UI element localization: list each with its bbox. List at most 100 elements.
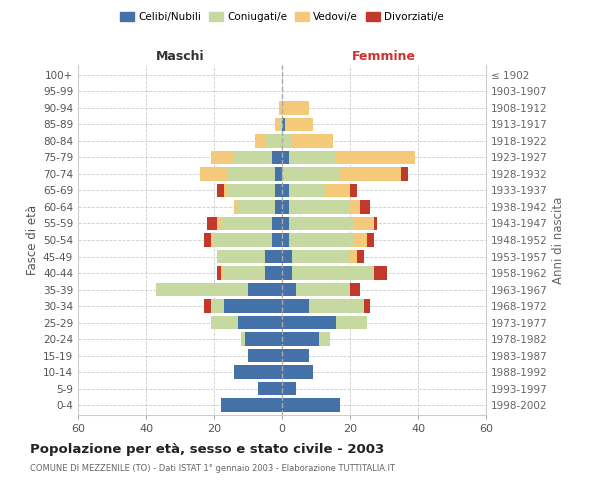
Bar <box>282 233 289 247</box>
Bar <box>282 150 337 164</box>
Bar <box>217 184 282 197</box>
Text: Popolazione per età, sesso e stato civile - 2003: Popolazione per età, sesso e stato civil… <box>30 442 384 456</box>
Bar <box>282 300 309 313</box>
Bar <box>282 200 350 214</box>
Bar <box>221 266 282 280</box>
Bar <box>282 184 357 197</box>
Bar <box>282 316 367 330</box>
Bar <box>282 283 350 296</box>
Bar <box>282 349 309 362</box>
Bar <box>214 233 282 247</box>
Bar <box>282 233 374 247</box>
Bar <box>235 200 282 214</box>
Bar <box>255 134 282 147</box>
Bar <box>282 366 313 379</box>
Bar <box>282 266 292 280</box>
Bar <box>282 283 360 296</box>
Bar <box>265 266 282 280</box>
Bar <box>204 233 282 247</box>
Bar <box>221 398 282 412</box>
Bar <box>282 134 292 147</box>
Bar <box>156 283 282 296</box>
Bar <box>282 250 292 264</box>
Bar <box>217 216 282 230</box>
Bar <box>282 134 333 147</box>
Text: COMUNE DI MEZZENILE (TO) - Dati ISTAT 1° gennaio 2003 - Elaborazione TUTTITALIA.: COMUNE DI MEZZENILE (TO) - Dati ISTAT 1°… <box>30 464 395 473</box>
Bar <box>282 118 313 131</box>
Bar <box>275 200 282 214</box>
Bar <box>224 300 282 313</box>
Bar <box>282 216 289 230</box>
Bar <box>224 266 282 280</box>
Bar <box>282 316 337 330</box>
Bar <box>200 167 282 180</box>
Bar <box>224 184 282 197</box>
Bar <box>235 150 282 164</box>
Bar <box>211 316 282 330</box>
Bar <box>275 118 282 131</box>
Bar <box>282 118 286 131</box>
Bar <box>248 349 282 362</box>
Bar <box>278 118 282 131</box>
Bar <box>282 250 350 264</box>
Bar <box>241 332 282 346</box>
Bar <box>258 382 282 396</box>
Bar <box>272 233 282 247</box>
Bar <box>282 332 329 346</box>
Bar <box>227 184 282 197</box>
Bar <box>221 216 282 230</box>
Bar <box>282 167 340 180</box>
Bar <box>282 382 296 396</box>
Y-axis label: Fasce di età: Fasce di età <box>26 205 39 275</box>
Bar <box>282 200 360 214</box>
Bar <box>282 398 340 412</box>
Bar <box>217 266 282 280</box>
Bar <box>282 216 374 230</box>
Legend: Celibi/Nubili, Coniugati/e, Vedovi/e, Divorziati/e: Celibi/Nubili, Coniugati/e, Vedovi/e, Di… <box>116 8 448 26</box>
Bar <box>282 167 401 180</box>
Bar <box>282 283 296 296</box>
Bar <box>282 332 319 346</box>
Bar <box>238 200 282 214</box>
Bar <box>238 316 282 330</box>
Bar <box>275 184 282 197</box>
Bar <box>275 167 282 180</box>
Bar <box>204 300 282 313</box>
Bar <box>282 200 370 214</box>
Bar <box>282 300 364 313</box>
Bar <box>207 216 282 230</box>
Bar <box>217 250 282 264</box>
Bar <box>272 216 282 230</box>
Bar <box>211 300 282 313</box>
Bar <box>282 233 367 247</box>
Bar <box>282 150 289 164</box>
Bar <box>235 366 282 379</box>
Bar <box>282 300 370 313</box>
Bar <box>282 167 408 180</box>
Bar <box>282 216 377 230</box>
Bar <box>282 250 364 264</box>
Bar <box>248 283 282 296</box>
Bar <box>265 134 282 147</box>
Bar <box>282 216 353 230</box>
Bar <box>211 150 282 164</box>
Bar <box>227 167 282 180</box>
Bar <box>282 266 388 280</box>
Text: Maschi: Maschi <box>155 50 205 62</box>
Bar <box>211 233 282 247</box>
Bar <box>265 250 282 264</box>
Bar <box>282 184 326 197</box>
Bar <box>282 101 309 114</box>
Bar <box>278 101 282 114</box>
Bar <box>282 184 350 197</box>
Bar <box>282 200 289 214</box>
Bar <box>245 332 282 346</box>
Bar <box>272 150 282 164</box>
Bar <box>282 266 374 280</box>
Bar <box>282 150 415 164</box>
Bar <box>282 184 289 197</box>
Bar <box>282 250 357 264</box>
Y-axis label: Anni di nascita: Anni di nascita <box>552 196 565 284</box>
Text: Femmine: Femmine <box>352 50 416 62</box>
Bar <box>282 233 353 247</box>
